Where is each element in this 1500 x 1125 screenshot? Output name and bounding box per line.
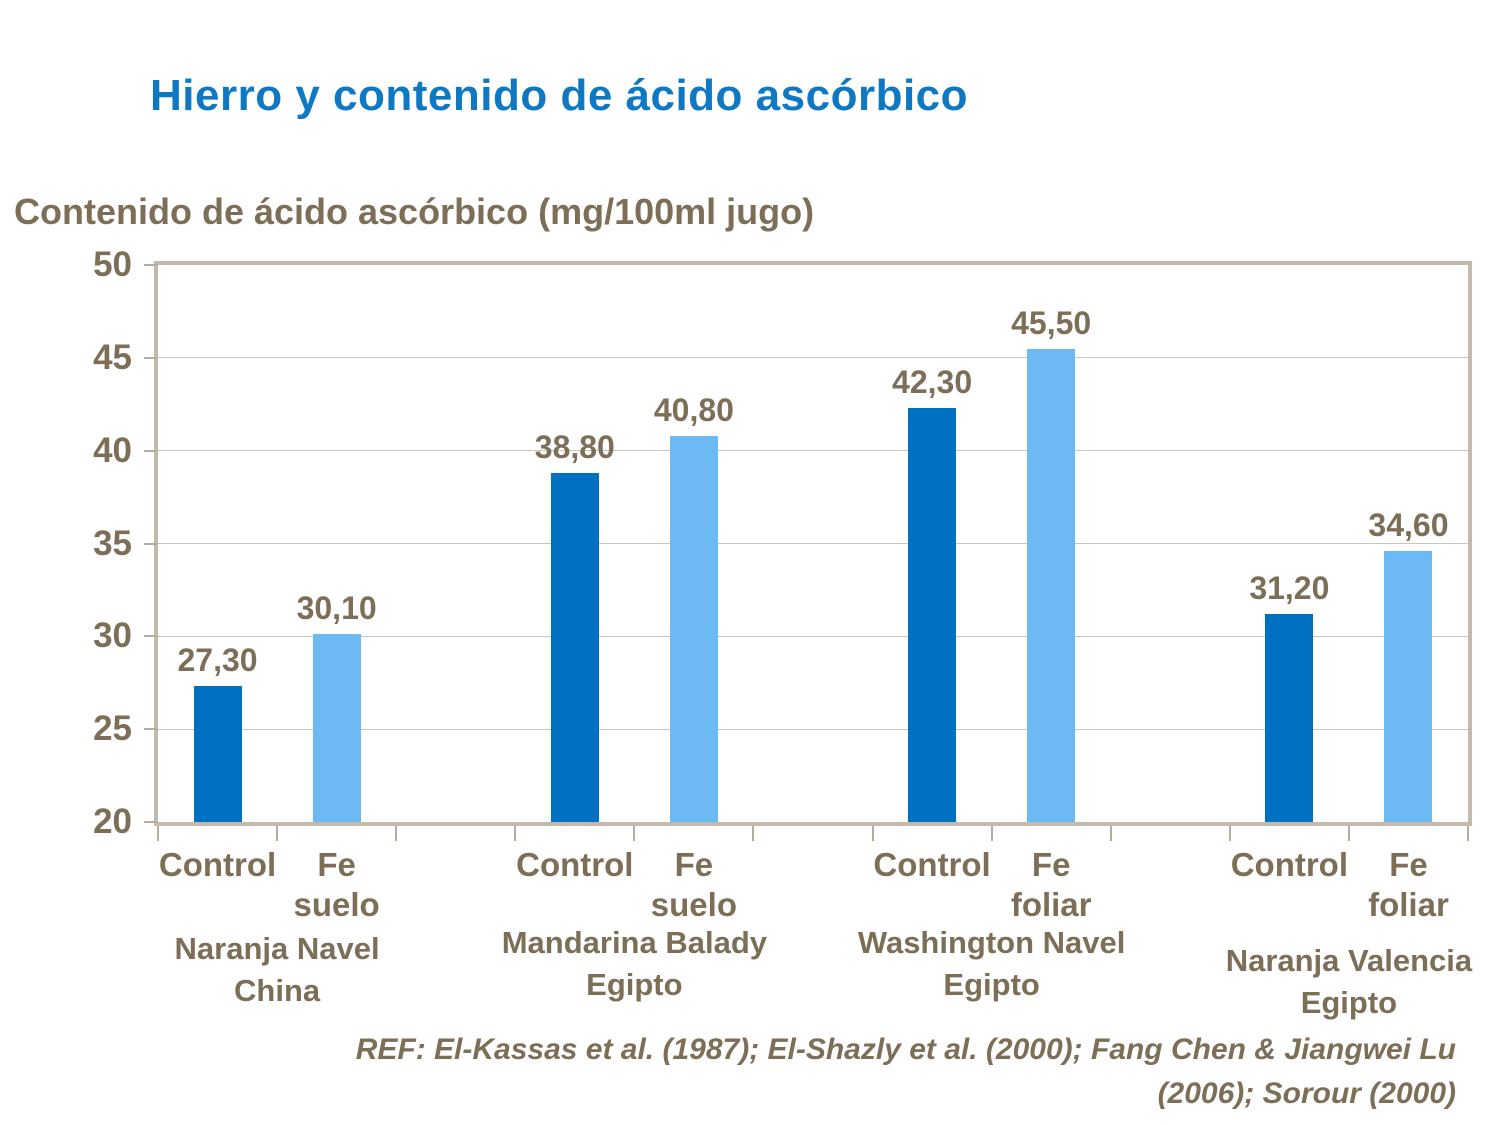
reference-line-1: REF: El-Kassas et al. (1987); El-Shazly … xyxy=(355,1033,1456,1066)
y-axis-label-30: 30 xyxy=(93,616,132,656)
x-axis-category-label: Control xyxy=(873,846,991,883)
x-axis-group-label: Naranja Valencia Egipto xyxy=(1225,943,1473,1020)
x-axis-category-label: Control xyxy=(158,846,277,883)
x-axis-category-label: Fe foliar xyxy=(1368,846,1449,923)
x-axis-tick xyxy=(1467,826,1469,841)
x-axis-category-label: Fe suelo xyxy=(293,846,380,923)
y-axis-tick-30 xyxy=(144,635,158,638)
bar-value-label: 45,50 xyxy=(1011,304,1092,341)
y-axis-label-45: 45 xyxy=(93,337,132,377)
x-axis-category-label: Control xyxy=(516,846,634,883)
x-axis-tick xyxy=(633,826,636,841)
y-axis-label-20: 20 xyxy=(93,802,132,841)
y-axis-label-35: 35 xyxy=(93,523,132,563)
y-axis-label-50: 50 xyxy=(93,245,132,284)
bar-control-group-4 xyxy=(1265,614,1314,822)
bar-control-group-1 xyxy=(193,686,242,822)
gridline-25 xyxy=(158,728,1468,730)
x-axis-category-label: Fe foliar xyxy=(1010,846,1092,923)
page-title: Hierro y contenido de ácido ascórbico xyxy=(150,71,969,120)
x-axis-tick xyxy=(1347,826,1350,841)
x-axis-category-label: Control xyxy=(1230,846,1349,883)
x-axis-tick xyxy=(514,826,517,841)
x-axis-group-label: Washington Navel Egipto xyxy=(857,925,1126,1002)
x-axis-category-label: Fe suelo xyxy=(650,846,737,923)
bar-control-group-3 xyxy=(908,407,957,822)
gridline-30 xyxy=(158,635,1468,637)
x-axis-group-label: Mandarina Balady Egipto xyxy=(501,925,768,1002)
x-axis-tick xyxy=(157,826,159,841)
y-axis-tick-50 xyxy=(144,264,158,266)
gridline-40 xyxy=(158,450,1468,452)
bar-value-label: 42,30 xyxy=(892,363,973,400)
bar-control-group-2 xyxy=(550,472,599,822)
x-axis-tick xyxy=(1228,826,1231,841)
bar-fe_treatment-group-2 xyxy=(669,435,718,822)
bar-value-label: 27,30 xyxy=(177,642,258,679)
x-axis-tick xyxy=(871,826,874,841)
y-axis-tick-35 xyxy=(144,542,158,545)
reference-line-2: (2006); Sorour (2000) xyxy=(1157,1077,1456,1110)
y-axis-label-25: 25 xyxy=(93,709,132,749)
y-axis-tick-45 xyxy=(144,356,158,359)
y-axis-tick-40 xyxy=(144,449,158,452)
gridline-35 xyxy=(158,543,1468,544)
reference-citation: REF: El-Kassas et al. (1987); El-Shazly … xyxy=(200,1028,1456,1116)
y-axis-label-40: 40 xyxy=(93,430,132,470)
bar-fe_treatment-group-3 xyxy=(1027,348,1076,822)
x-axis-tick xyxy=(1109,826,1112,841)
y-axis-tick-25 xyxy=(144,728,158,731)
bar-fe_treatment-group-1 xyxy=(312,634,361,822)
bar-value-label: 38,80 xyxy=(534,428,615,465)
y-axis-tick-20 xyxy=(144,821,158,823)
bar-fe_treatment-group-4 xyxy=(1384,550,1433,822)
x-axis-tick xyxy=(752,826,755,841)
x-axis-tick xyxy=(990,826,993,841)
bar-value-label: 30,10 xyxy=(296,590,377,627)
x-axis-tick xyxy=(276,826,279,841)
y-axis-title: Contenido de ácido ascórbico (mg/100ml j… xyxy=(14,191,815,232)
x-axis-group-label: Naranja Navel China xyxy=(174,931,380,1008)
bar-value-label: 31,20 xyxy=(1249,570,1330,607)
bar-value-label: 40,80 xyxy=(653,391,734,428)
bar-value-label: 34,60 xyxy=(1368,506,1449,543)
gridline-45 xyxy=(158,357,1468,359)
x-axis-tick xyxy=(395,826,398,841)
